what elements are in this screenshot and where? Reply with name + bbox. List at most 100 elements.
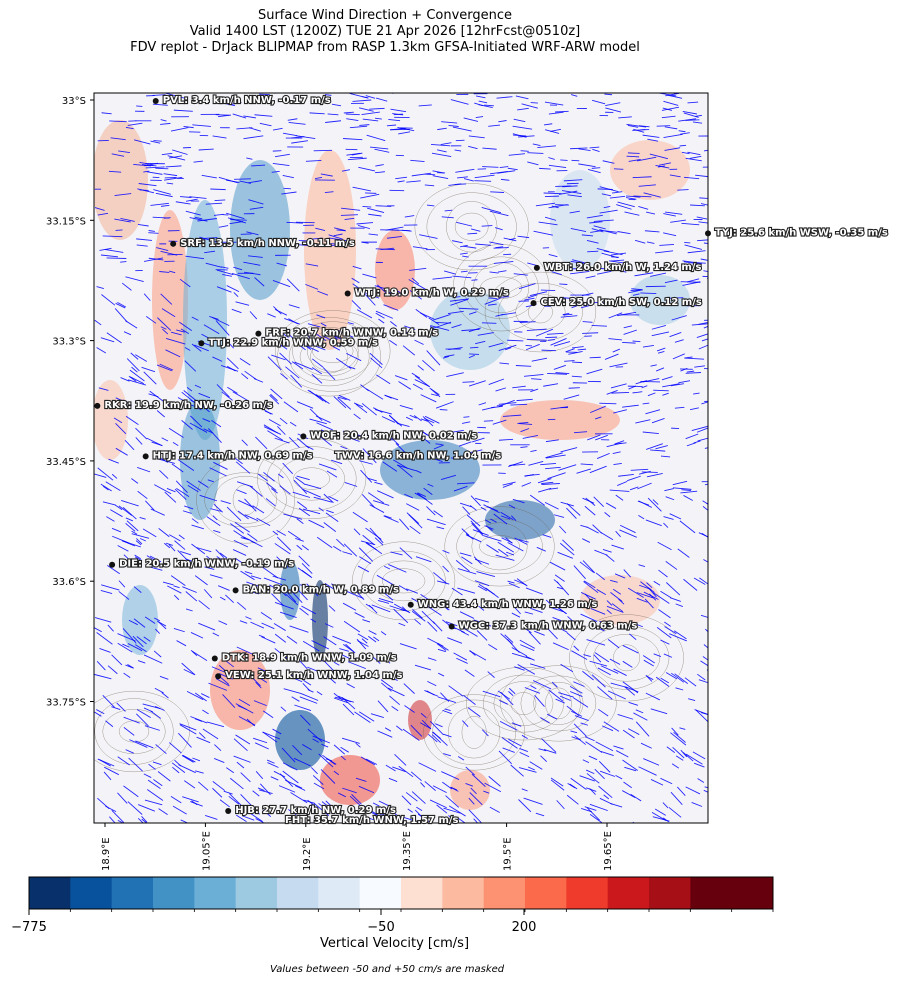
wind-vector	[194, 384, 202, 389]
wind-vector	[335, 357, 352, 369]
wind-vector	[203, 324, 220, 335]
wind-vector	[334, 227, 346, 231]
wind-vector	[526, 338, 547, 341]
wind-vector	[508, 738, 522, 747]
wind-vector	[316, 536, 333, 549]
wind-vector	[553, 514, 565, 518]
wind-vector	[253, 700, 267, 707]
wind-vector	[442, 355, 450, 359]
station-label-fht: FHT: 35.7 km/h WNW, 1.57 m/s	[285, 815, 459, 826]
wind-vector	[194, 216, 203, 220]
wind-vector	[535, 328, 554, 337]
wind-vector	[218, 673, 233, 680]
wind-vector	[530, 102, 538, 104]
wind-vector	[182, 754, 196, 763]
wind-vector	[369, 107, 385, 110]
wind-vector	[156, 410, 165, 418]
wind-vector	[560, 663, 574, 673]
wind-vector	[442, 781, 453, 790]
wind-vector	[703, 149, 708, 152]
wind-vector	[652, 499, 659, 505]
wind-vector	[517, 664, 536, 675]
wind-vector	[374, 481, 383, 485]
wind-vector	[647, 587, 657, 598]
wind-vector	[483, 420, 494, 422]
terrain-contour	[484, 271, 597, 353]
wind-vector	[592, 99, 606, 105]
terrain-contour	[613, 644, 641, 672]
wind-vector	[640, 380, 661, 383]
wind-vector	[267, 762, 279, 768]
wind-vector	[212, 781, 226, 791]
wind-vector	[246, 157, 253, 160]
wind-vector	[280, 590, 287, 597]
wind-vector	[286, 635, 298, 644]
wind-vector	[552, 642, 569, 651]
wind-vector	[176, 640, 187, 647]
wind-vector	[169, 270, 176, 274]
wind-vector	[232, 113, 247, 119]
terrain-contour	[204, 472, 287, 528]
wind-vector	[162, 581, 174, 586]
wind-vector	[670, 219, 686, 223]
wind-vector	[702, 500, 708, 505]
wind-vector	[262, 585, 269, 590]
station-label-dtk: DTK: 18.9 km/h WNW, 1.09 m/s	[222, 653, 397, 664]
wind-vector	[490, 191, 504, 193]
station-marker-wng	[407, 601, 414, 608]
wind-vector	[222, 694, 236, 709]
wind-vector	[647, 138, 659, 142]
wind-vector	[144, 799, 163, 806]
wind-vector	[125, 523, 136, 532]
wind-vector	[638, 184, 656, 187]
wind-vector	[483, 790, 490, 794]
wind-vector	[471, 279, 478, 281]
wind-vector	[218, 225, 229, 228]
wind-vector	[227, 386, 238, 394]
wind-vector	[525, 343, 540, 351]
wind-vector	[646, 582, 653, 589]
wind-vector	[592, 267, 610, 270]
wind-vector	[415, 556, 432, 563]
wind-vector	[572, 697, 589, 708]
wind-vector	[147, 171, 163, 175]
wind-vector	[230, 523, 245, 534]
wind-vector	[680, 132, 690, 135]
wind-vector	[596, 452, 610, 460]
wind-vector	[284, 330, 297, 342]
wind-vector	[468, 809, 483, 823]
wind-vector	[370, 654, 381, 664]
wind-vector	[323, 522, 337, 532]
wind-vector	[617, 480, 628, 486]
wind-vector	[697, 673, 706, 681]
wind-vector	[574, 715, 589, 721]
wind-vector	[649, 153, 668, 160]
wind-vector	[375, 164, 384, 167]
wind-vector	[302, 488, 321, 498]
wind-vector	[571, 710, 583, 717]
wind-vector	[280, 344, 288, 350]
wind-vector	[333, 770, 340, 776]
wind-vector	[561, 190, 582, 194]
wind-vector	[570, 227, 587, 233]
wind-vector	[707, 658, 708, 660]
wind-vector	[186, 480, 201, 491]
wind-vector	[548, 164, 567, 169]
wind-vector	[209, 316, 219, 320]
wind-vector	[328, 495, 339, 502]
wind-vector	[137, 224, 149, 227]
wind-vector	[451, 587, 463, 596]
wind-vector	[111, 153, 125, 157]
wind-vector	[256, 517, 271, 527]
wind-vector	[604, 353, 619, 360]
colorbar-segment	[690, 877, 733, 909]
wind-vector	[309, 112, 325, 115]
wind-vector	[534, 630, 545, 636]
wind-vector	[333, 233, 343, 237]
wind-vector	[446, 372, 464, 378]
wind-vector	[295, 221, 315, 224]
wind-vector	[514, 666, 525, 671]
wind-vector	[254, 742, 269, 750]
wind-vector	[158, 528, 170, 538]
wind-vector	[442, 565, 449, 573]
